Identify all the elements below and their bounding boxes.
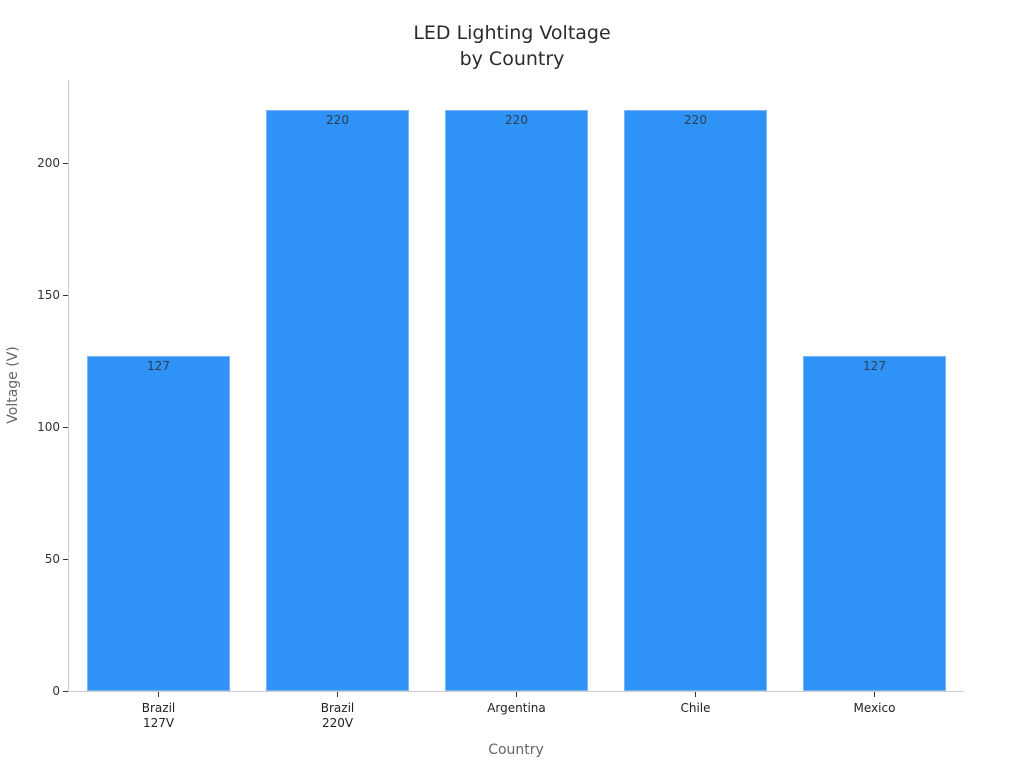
x-tick-label: Chile: [680, 701, 711, 715]
bar[interactable]: [445, 110, 588, 691]
x-tick-mark: [158, 692, 159, 697]
x-axis-line: [68, 691, 964, 692]
x-tick-mark: [337, 692, 338, 697]
y-axis-label: Voltage (V): [5, 346, 21, 424]
y-tick: 0: [0, 684, 68, 698]
bar-value-label: 220: [684, 113, 707, 128]
y-tick-label: 50: [44, 552, 60, 566]
chart-title-line-1: LED Lighting Voltage: [413, 22, 611, 44]
bar-value-label: 220: [505, 113, 528, 128]
y-tick: 200: [0, 156, 68, 170]
x-tick-mark: [874, 692, 875, 697]
y-tick-mark: [63, 163, 68, 164]
x-tick: Mexico: [803, 692, 946, 716]
x-tick: Argentina: [445, 692, 588, 716]
y-tick-mark: [63, 427, 68, 428]
chart-title: LED Lighting Voltage by Country: [0, 20, 1024, 72]
y-tick: 150: [0, 288, 68, 302]
bar[interactable]: [803, 355, 946, 691]
x-tick-mark: [516, 692, 517, 697]
y-tick-label: 0: [52, 684, 60, 698]
x-tick-label: Brazil 127V: [141, 701, 176, 730]
y-tick-mark: [63, 295, 68, 296]
x-tick: Brazil 127V: [87, 692, 230, 731]
x-tick-label: Brazil 220V: [320, 701, 355, 730]
y-tick-mark: [63, 691, 68, 692]
x-tick-label: Argentina: [487, 701, 546, 715]
x-tick-label: Mexico: [853, 701, 896, 715]
x-tick: Chile: [624, 692, 767, 716]
bar-value-label: 127: [863, 358, 886, 373]
y-tick: 100: [0, 420, 68, 434]
x-tick-mark: [695, 692, 696, 697]
bar-value-label: 220: [326, 113, 349, 128]
bar[interactable]: [266, 110, 409, 691]
x-axis-label: Country: [488, 742, 544, 758]
y-tick-mark: [63, 559, 68, 560]
y-tick: 50: [0, 552, 68, 566]
bar[interactable]: [624, 110, 767, 691]
chart-title-line-2: by Country: [459, 48, 565, 70]
bar-value-label: 127: [147, 358, 170, 373]
y-tick-label: 100: [37, 420, 60, 434]
bar[interactable]: [87, 355, 230, 691]
x-tick: Brazil 220V: [266, 692, 409, 731]
y-tick-label: 200: [37, 156, 60, 170]
y-axis-line: [68, 80, 69, 692]
y-tick-label: 150: [37, 288, 60, 302]
